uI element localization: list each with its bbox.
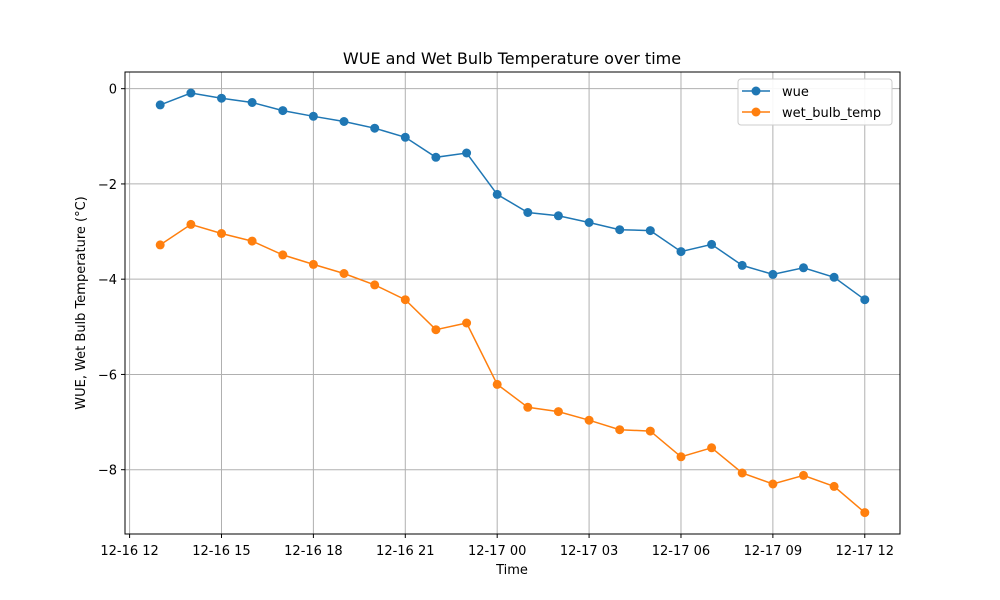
wue-point bbox=[431, 152, 441, 162]
wue-point bbox=[400, 132, 410, 142]
x-tick-label: 12-16 21 bbox=[376, 544, 434, 559]
x-axis-label: Time bbox=[495, 563, 528, 578]
wue-point bbox=[217, 93, 226, 103]
plot-frame bbox=[124, 71, 901, 535]
series-layer bbox=[155, 88, 870, 518]
x-axis-ticks: 12-16 12 12-16 15 12-16 18 12-16 21 12-17 00… bbox=[100, 534, 894, 559]
wue-point bbox=[308, 111, 318, 121]
legend-box bbox=[737, 78, 893, 126]
wue-point bbox=[186, 88, 196, 98]
wue-point bbox=[370, 123, 380, 133]
y-tick-label: −2 bbox=[98, 178, 117, 193]
wue-point bbox=[645, 226, 655, 236]
wet-bulb-temp-point bbox=[584, 415, 594, 425]
series-wet-bulb-temp bbox=[155, 219, 870, 518]
wet-bulb-temp-point bbox=[217, 229, 226, 238]
wet-bulb-temp-point bbox=[247, 236, 257, 246]
grid-lines bbox=[125, 72, 900, 534]
wet-bulb-temp-point bbox=[676, 452, 686, 462]
wue-point bbox=[155, 100, 165, 110]
wet-bulb-temp-point bbox=[615, 425, 625, 435]
wet-bulb-temp-point bbox=[278, 250, 288, 260]
wet-bulb-temp-point bbox=[400, 295, 410, 305]
wue-point bbox=[737, 260, 747, 270]
wet-bulb-temp-point bbox=[829, 481, 839, 491]
wet-bulb-temp-point bbox=[737, 468, 747, 478]
wue-point bbox=[553, 211, 563, 221]
x-tick-label: 12-17 03 bbox=[560, 544, 618, 559]
wet-bulb-temp-point bbox=[860, 508, 870, 518]
x-tick-label: 12-16 15 bbox=[192, 544, 250, 559]
wet-bulb-temp-point bbox=[645, 426, 655, 436]
legend-wet-bulb-label: wet_bulb_temp bbox=[782, 106, 881, 121]
wet-bulb-temp-point bbox=[799, 470, 808, 480]
wet-bulb-temp-point bbox=[553, 407, 563, 417]
wue-point bbox=[768, 269, 778, 279]
wet-bulb-temp-point bbox=[431, 325, 441, 335]
wet-bulb-temp-point bbox=[523, 402, 533, 412]
x-tick-label: 12-17 00 bbox=[468, 544, 526, 559]
x-tick-label: 12-16 12 bbox=[100, 544, 158, 559]
y-tick-label: −8 bbox=[98, 464, 117, 479]
wue-point bbox=[707, 239, 717, 249]
y-tick-label: 0 bbox=[109, 83, 117, 98]
x-tick-label: 12-17 09 bbox=[744, 544, 802, 559]
wue-point bbox=[799, 263, 808, 273]
wue-point bbox=[523, 208, 533, 217]
wet-bulb-temp-point bbox=[339, 269, 349, 278]
x-tick-label: 12-17 12 bbox=[836, 544, 894, 559]
wue-point bbox=[247, 98, 257, 107]
wet-bulb-temp-point bbox=[768, 479, 778, 489]
y-axis-label: WUE, Wet Bulb Temperature (°C) bbox=[74, 196, 89, 410]
wue-point bbox=[492, 189, 502, 199]
wet-bulb-temp-point bbox=[707, 443, 717, 453]
legend-wue-marker bbox=[751, 86, 761, 96]
wue-point bbox=[829, 272, 839, 282]
legend-wet-bulb-marker bbox=[751, 107, 761, 117]
wet-bulb-temp-point bbox=[155, 240, 165, 250]
wue-point bbox=[676, 247, 686, 257]
wet-bulb-temp-point bbox=[308, 259, 318, 269]
wue-point bbox=[278, 106, 288, 116]
series-wue bbox=[155, 88, 870, 305]
y-axis-ticks: 0 −2 −4 −6 −8 bbox=[98, 83, 125, 479]
wet-bulb-temp-line bbox=[159, 223, 866, 514]
wue-point bbox=[860, 295, 870, 305]
legend-wue-label: wue bbox=[782, 85, 809, 100]
wue-line bbox=[159, 92, 866, 301]
x-tick-label: 12-16 18 bbox=[284, 544, 342, 559]
y-tick-label: −6 bbox=[98, 368, 117, 383]
chart-title: WUE and Wet Bulb Temperature over time bbox=[343, 49, 681, 68]
wet-bulb-temp-point bbox=[370, 280, 380, 290]
wue-point bbox=[339, 117, 349, 126]
legend: wue wet_bulb_temp bbox=[737, 78, 893, 126]
y-tick-label: −4 bbox=[98, 273, 117, 288]
wue-point bbox=[584, 218, 594, 227]
x-tick-label: 12-17 06 bbox=[652, 544, 710, 559]
wet-bulb-temp-point bbox=[492, 379, 502, 389]
wue-point bbox=[462, 148, 472, 158]
wue-point bbox=[615, 225, 625, 235]
wet-bulb-temp-point bbox=[462, 318, 472, 328]
wet-bulb-temp-point bbox=[186, 219, 196, 229]
